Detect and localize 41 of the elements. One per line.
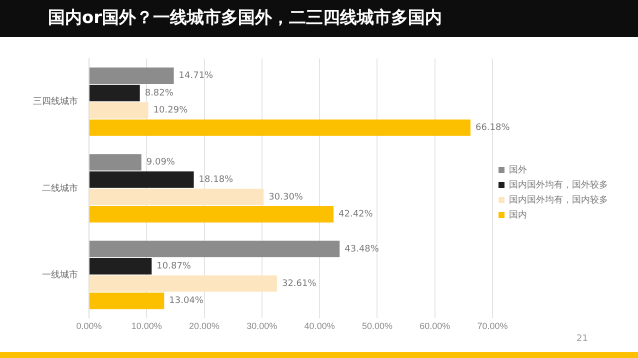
data-label: 43.48% [344, 244, 380, 254]
bar [90, 154, 142, 171]
bar [90, 258, 152, 274]
legend-label: 国内国外均有，国外较多 [509, 179, 608, 190]
x-tick-label: 60.00% [420, 321, 450, 332]
bar [90, 240, 340, 258]
legend-label: 国内国外均有，国内较多 [509, 194, 608, 204]
data-label: 8.82% [144, 88, 174, 98]
x-tick-label: 70.00% [477, 321, 508, 332]
bar [90, 84, 140, 102]
data-label: 32.61% [282, 278, 317, 289]
text: 21 [576, 334, 588, 344]
chart-title: 国内or国外？一线城市多国外，二三四线城市多国内 [0, 0, 638, 37]
x-tick-label: 40.00% [304, 321, 335, 332]
data-label: 30.30% [268, 192, 304, 202]
y-tick-label: 一线城市 [42, 269, 78, 280]
x-tick-label: 20.00% [189, 321, 220, 332]
x-tick-label: 10.00% [131, 321, 162, 332]
data-label: 10.87% [156, 262, 192, 272]
y-tick-label: 三四线城市 [33, 96, 78, 106]
data-label: 10.29% [153, 106, 188, 116]
x-tick-label: 30.00% [246, 321, 278, 332]
bar [90, 119, 470, 136]
bar [90, 102, 148, 119]
x-tick-label: 50.00% [362, 321, 392, 332]
y-tick-label: 二线城市 [42, 182, 78, 193]
data-label: 9.09% [146, 158, 176, 168]
bar [90, 275, 277, 292]
legend-label: 国内 [509, 209, 527, 220]
data-label: 13.04% [169, 296, 204, 306]
data-label: 66.18% [475, 123, 510, 134]
bar [90, 67, 174, 84]
legend-label: 国外 [509, 164, 527, 174]
bar [90, 171, 194, 188]
data-label: 42.42% [338, 210, 374, 220]
data-label: 18.18% [198, 174, 234, 185]
x-tick-label: 0.00% [76, 321, 102, 332]
bar [90, 188, 264, 206]
data-label: 14.71% [178, 71, 214, 82]
bar [90, 292, 164, 310]
bar [90, 206, 334, 223]
